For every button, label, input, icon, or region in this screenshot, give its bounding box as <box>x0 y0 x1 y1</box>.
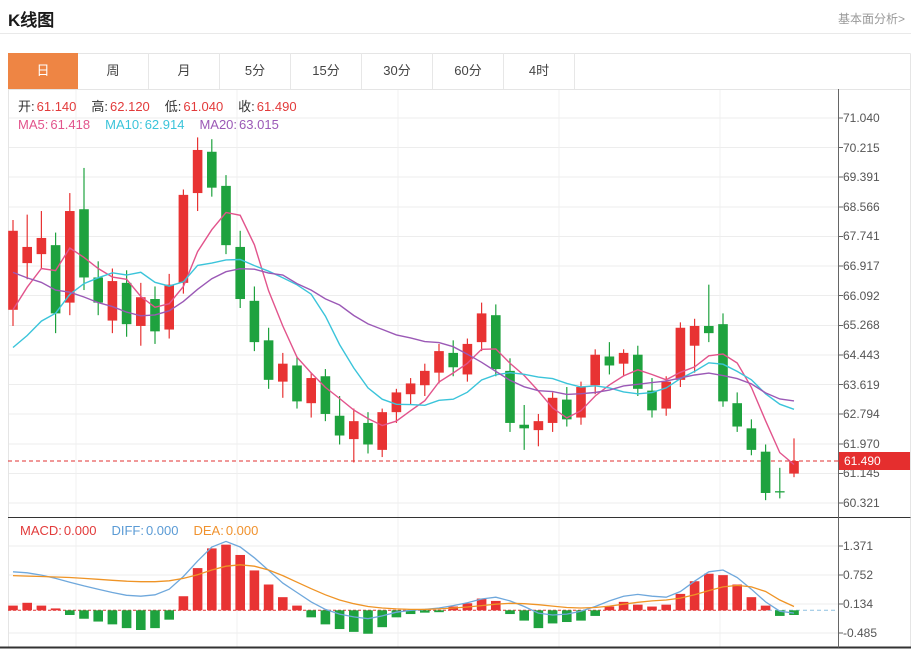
legend-label: MA5: <box>18 117 49 132</box>
legend-value: 61.040 <box>183 99 224 114</box>
ma-legend: MA5: 61.418 MA10: 62.914 MA20: 63.015 <box>18 117 294 132</box>
ma20-line <box>12 267 795 402</box>
legend-value: 62.914 <box>144 117 185 132</box>
y-axis-label: 1.371 <box>843 539 874 553</box>
y-axis-label: 70.215 <box>843 140 880 155</box>
legend-label: 开: <box>18 99 35 114</box>
y-axis-label: 0.134 <box>843 597 874 611</box>
legend-label: 收: <box>238 99 255 114</box>
legend-value: 0.000 <box>225 523 259 538</box>
legend-label: DEA: <box>193 523 224 538</box>
legend-label: MA10: <box>105 117 143 132</box>
y-axis-label: 66.092 <box>843 288 880 303</box>
y-axis-label: 64.443 <box>843 347 880 362</box>
legend-value: 63.015 <box>239 117 279 132</box>
y-axis-label: 68.566 <box>843 199 880 214</box>
legend-label: 高: <box>91 99 109 114</box>
candles <box>8 137 799 501</box>
tab-interval-2[interactable]: 月 <box>149 53 220 89</box>
ma5-line <box>12 211 795 466</box>
legend-label: MACD: <box>20 523 62 538</box>
legend-item: MA5: 61.418 <box>18 117 90 132</box>
y-axis-label: -0.485 <box>843 626 878 640</box>
legend-item: MA20: 63.015 <box>199 117 278 132</box>
dea-line <box>12 564 795 611</box>
legend-label: DIFF: <box>111 523 144 538</box>
y-axis-label: 67.741 <box>843 229 880 244</box>
interval-tabs: 日周月 5分 15分 30分 60分 4时 <box>8 53 575 89</box>
ohlc-legend: 开: 61.140 高: 62.120 低: 61.040 收: 61.490 <box>18 96 312 115</box>
fundamental-analysis-link[interactable]: 基本面分析> <box>837 12 905 26</box>
y-axis-label: 61.970 <box>843 436 880 451</box>
legend-item: DIFF: 0.000 <box>111 523 178 538</box>
legend-label: 低: <box>164 99 182 114</box>
tab-interval-6[interactable]: 60分 <box>433 53 504 89</box>
y-axis-label: 62.794 <box>843 407 880 422</box>
tab-interval-5[interactable]: 30分 <box>362 53 433 89</box>
legend-value: 61.418 <box>50 117 91 132</box>
legend-value: 61.140 <box>36 99 77 114</box>
legend-item: MA10: 62.914 <box>105 117 184 132</box>
tab-interval-1[interactable]: 周 <box>78 53 149 89</box>
legend-item: MACD: 0.000 <box>20 523 96 538</box>
diff-line <box>12 540 795 620</box>
legend-value: 0.000 <box>63 523 97 538</box>
tab-interval-4[interactable]: 15分 <box>291 53 362 89</box>
legend-value: 62.120 <box>110 99 150 114</box>
y-axis-label: 71.040 <box>843 111 880 125</box>
y-axis-label: 65.268 <box>843 318 880 333</box>
legend-value: 0.000 <box>145 523 179 538</box>
legend-item: DEA: 0.000 <box>193 523 258 538</box>
legend-item: 收: 61.490 <box>238 99 296 114</box>
legend-value: 61.490 <box>256 99 297 114</box>
y-axis-label: 60.321 <box>843 496 880 510</box>
legend-label: MA20: <box>199 117 238 132</box>
y-axis-label: 66.917 <box>843 259 880 274</box>
tab-interval-3[interactable]: 5分 <box>220 53 291 89</box>
y-axis-label: 0.752 <box>843 568 874 582</box>
legend-item: 开: 61.140 <box>18 99 76 114</box>
y-axis-label: 69.391 <box>843 170 880 185</box>
legend-item: 高: 62.120 <box>91 99 149 114</box>
page-title: K线图 <box>8 11 55 30</box>
header-divider <box>0 33 911 34</box>
tab-interval-0[interactable]: 日 <box>8 53 78 89</box>
ma10-line <box>12 258 795 410</box>
macd-histogram <box>8 544 799 634</box>
y-axis-label: 63.619 <box>843 377 880 392</box>
tab-interval-7[interactable]: 4时 <box>504 53 575 89</box>
macd-legend: MACD: 0.000 DIFF: 0.000 DEA: 0.000 <box>20 523 273 538</box>
last-price-badge: 61.490 <box>839 452 910 470</box>
legend-item: 低: 61.040 <box>165 99 223 114</box>
